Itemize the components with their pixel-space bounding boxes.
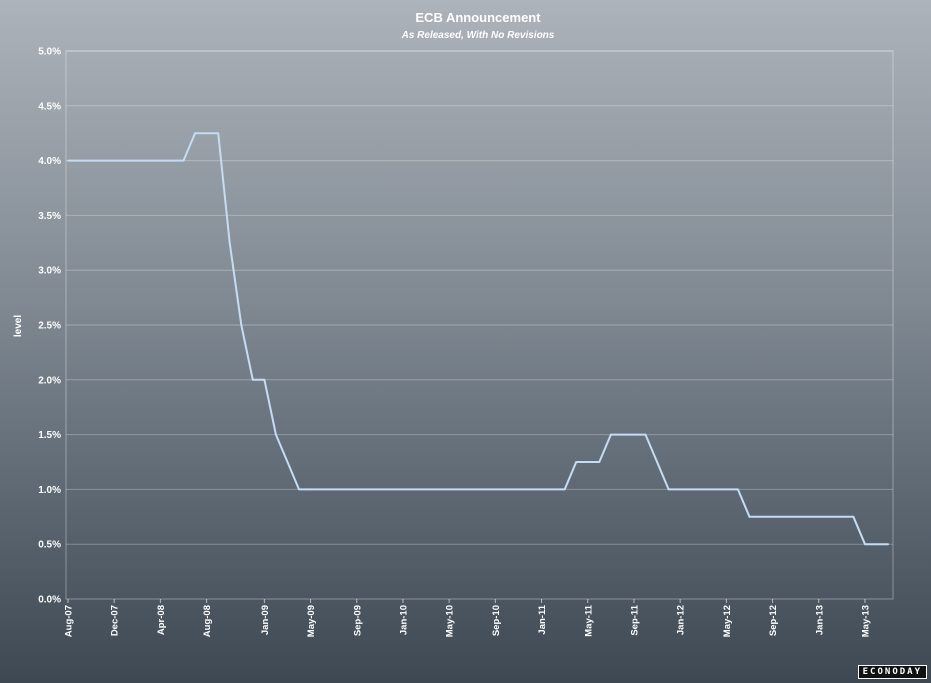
data-point [563,488,566,491]
data-point [275,433,277,436]
x-tick-label: Jan-10 [398,605,409,635]
x-tick-label: Jan-09 [260,605,271,635]
y-tick-label: 2.5% [38,321,61,332]
x-tick-label: Sep-12 [768,605,779,636]
data-point [864,543,866,546]
data-point [240,324,243,326]
data-point [887,543,889,546]
x-tick-label: May-10 [445,605,456,637]
plot-area: 0.0% 0.5% 1.0% 1.5% 2.0% 2.5% 3.0% 3.5% 4.0% 4.5%… [38,47,894,637]
data-point [737,488,739,491]
y-tick-label: 1.5% [38,430,61,441]
data-point [852,515,855,518]
data-point [610,433,612,436]
data-point [182,159,185,162]
data-point [309,488,312,491]
x-tick-label: Apr-08 [156,605,167,635]
y-tick-label: 3.5% [38,211,61,222]
chart-subtitle: As Released, With No Revisions [401,30,555,41]
y-tick-label: 4.5% [38,101,61,112]
y-axis-label: level [13,315,24,337]
x-tick-label: Jan-13 [814,605,825,635]
data-point [748,515,751,518]
data-point [217,132,220,135]
data-point [598,461,601,463]
x-tick-label: May-09 [306,605,317,637]
data-point [228,241,231,244]
plot-frame [65,50,894,600]
data-point [251,378,254,381]
data-point [644,433,647,436]
x-tick-label: Sep-11 [629,604,640,635]
data-point [263,378,266,381]
data-point [67,159,69,162]
data-point [667,488,670,491]
y-tick-label: 1.0% [38,485,61,496]
x-tick-label: Jan-11 [537,604,548,634]
x-tick-label: May-13 [860,605,871,637]
data-point [575,461,578,463]
y-tick-label: 0.0% [38,595,61,606]
x-tick-label: May-12 [722,605,733,637]
data-point [656,461,658,463]
x-tick-label: Aug-08 [202,605,213,637]
data-point [194,132,197,135]
x-tick-label: Sep-10 [491,605,502,636]
series-line [68,132,889,546]
x-tick-label: Aug-07 [64,605,75,637]
econoday-logo: ECONODAY [857,665,927,679]
x-tick-label: Jan-12 [676,605,687,635]
x-tick-label: May-11 [583,604,594,636]
x-tick-label: Sep-09 [352,605,363,636]
data-point [286,461,289,463]
chart-title: ECB Announcement [415,10,541,25]
data-point [298,488,300,491]
y-tick-label: 0.5% [38,540,61,551]
y-tick-label: 3.0% [38,266,61,277]
y-tick-label: 5.0% [38,47,61,58]
y-tick-label: 2.0% [38,375,61,386]
x-tick-label: Dec-07 [110,605,121,636]
y-tick-label: 4.0% [38,156,61,167]
